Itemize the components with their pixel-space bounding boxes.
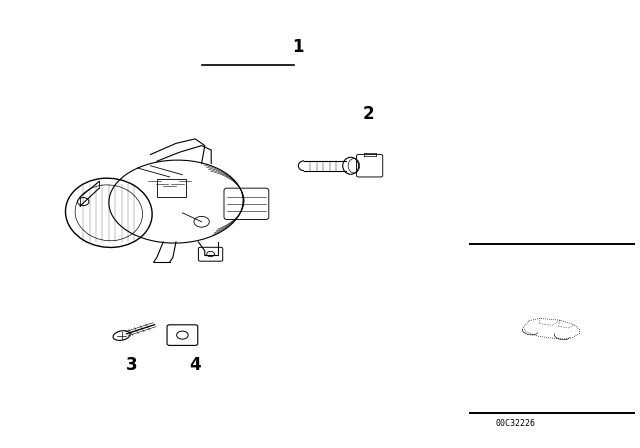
Text: 2: 2 <box>362 105 374 123</box>
Bar <box>157 179 186 197</box>
Text: 1: 1 <box>292 38 303 56</box>
Text: 4: 4 <box>189 356 201 374</box>
Text: 00C32226: 00C32226 <box>495 419 535 428</box>
Text: 3: 3 <box>125 356 137 374</box>
